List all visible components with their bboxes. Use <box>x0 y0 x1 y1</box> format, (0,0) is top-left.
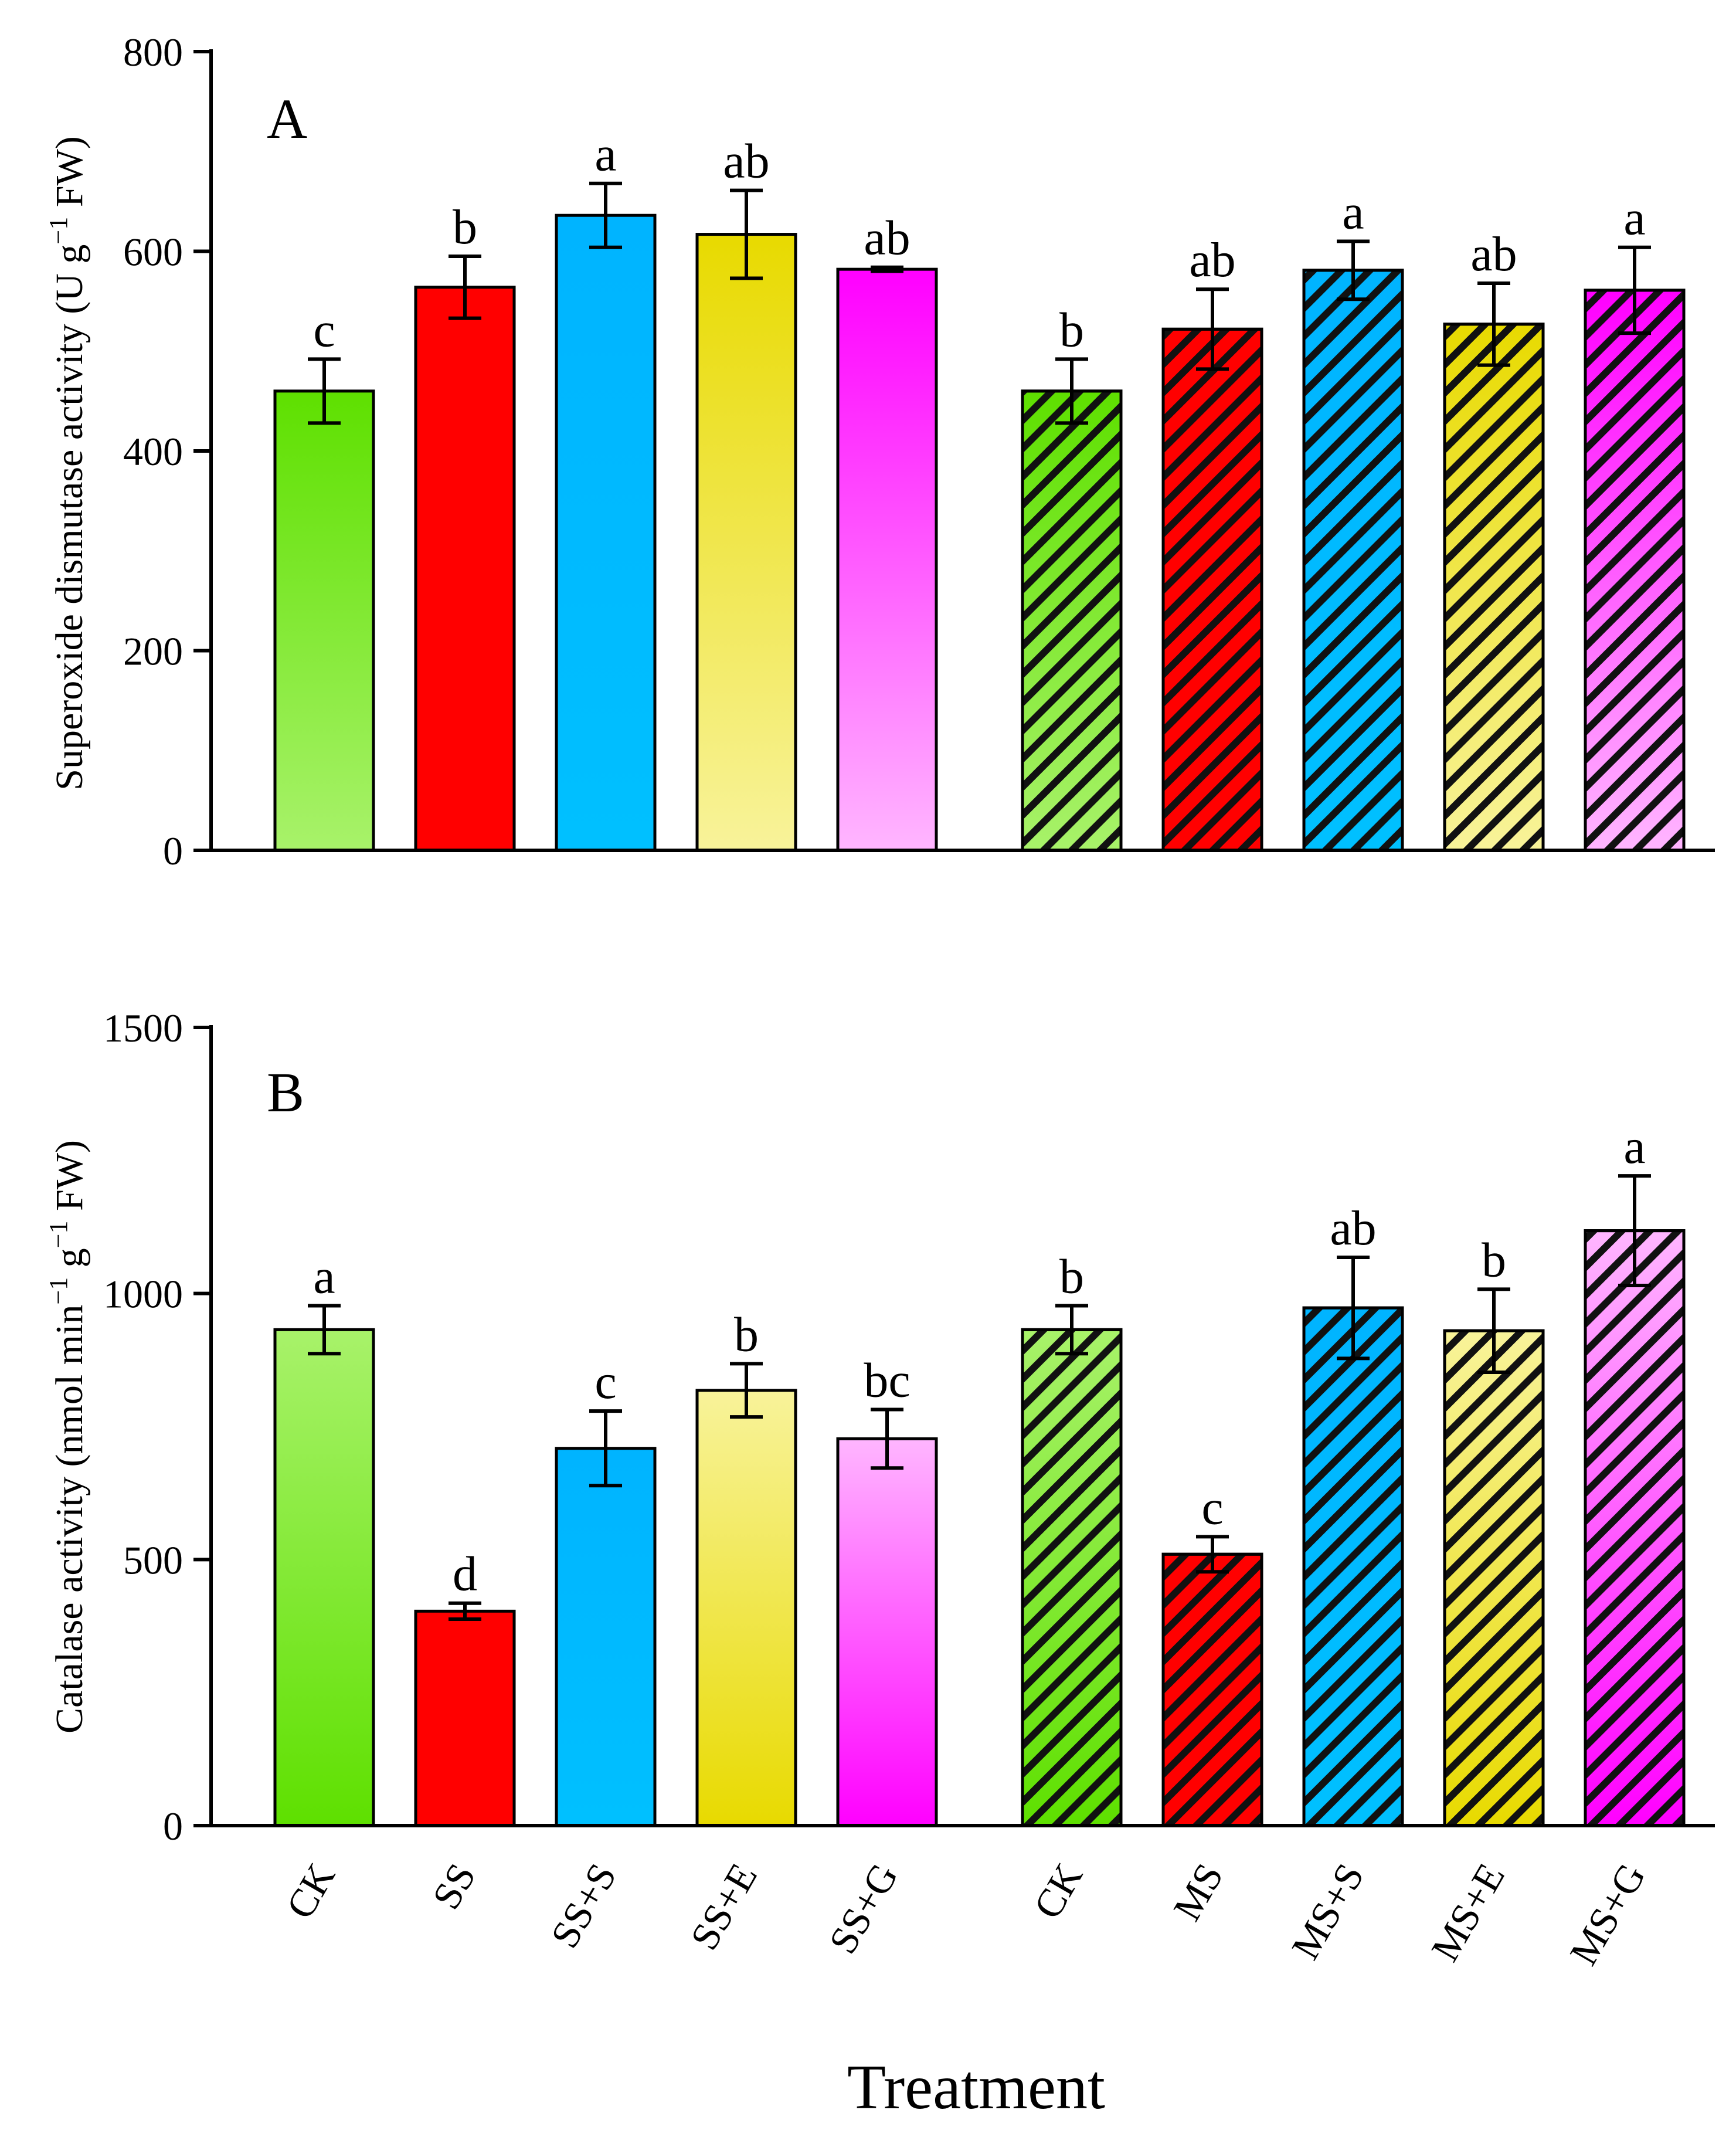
panel-a-significance-2: b <box>453 200 477 255</box>
x-category-labels: CK SS SS+S SS+E SS+G CK MS MS+S MS+E MS+G <box>277 1856 1654 1973</box>
panel-a-letter: A <box>267 87 307 150</box>
panel-a: c b a ab ab b ab a ab a 0 200 400 600 800 <box>123 30 1715 873</box>
panel-a-bar-hatch-8 <box>1302 269 1404 852</box>
panel-b-significance-6: b <box>1059 1250 1084 1304</box>
panel-b-error-bar-3 <box>589 1409 622 1488</box>
panel-a-bar-1 <box>273 389 375 852</box>
panel-b-bar-2 <box>414 1609 516 1827</box>
panel-a-error-bar-4 <box>730 188 763 280</box>
panel-b-significance-10: a <box>1623 1120 1645 1174</box>
panel-b-y-tick-label: 500 <box>123 1538 183 1582</box>
x-category-label-3: SS+S <box>542 1856 625 1955</box>
panel-a-bar-3 <box>555 213 657 852</box>
panel-b-error-bar-1 <box>308 1304 341 1356</box>
panel-a-error-bar-6 <box>1055 357 1088 425</box>
panel-a-error-bar-10 <box>1618 245 1651 335</box>
panel-b-significance-7: c <box>1201 1480 1223 1535</box>
panel-b-bar-hatch-8 <box>1302 1306 1404 1827</box>
panel-a-significance-7: ab <box>1189 233 1235 287</box>
panel-a-significance-8: a <box>1342 185 1364 239</box>
panel-a-bar-4 <box>695 233 797 852</box>
panel-b-y-axis-label: Catalase activity (nmol min−1 g−1 FW) <box>44 1140 91 1734</box>
panel-b-bar-1 <box>273 1328 375 1827</box>
x-category-label-4: SS+E <box>681 1856 766 1958</box>
panel-a-error-bar-1 <box>308 357 341 425</box>
x-category-label-7: MS <box>1164 1856 1232 1928</box>
panel-a-bar-hatch-10 <box>1584 289 1686 852</box>
x-category-label-5: SS+G <box>820 1856 906 1961</box>
panel-b-bar-5 <box>836 1437 938 1827</box>
panel-a-significance-9: ab <box>1470 227 1517 281</box>
panel-a-bar-hatch-6 <box>1021 389 1123 852</box>
panel-b-significance-5: bc <box>864 1353 910 1407</box>
x-category-label-1: CK <box>277 1856 344 1926</box>
x-category-label-10: MS+G <box>1561 1856 1654 1973</box>
x-category-label-6: CK <box>1025 1856 1091 1926</box>
panel-a-significance-5: ab <box>864 211 910 266</box>
panel-a-error-bar-8 <box>1337 239 1370 301</box>
panel-b-y-tick-label: 1500 <box>103 1006 183 1050</box>
panel-b-significance-3: c <box>594 1355 616 1409</box>
panel-b-significance-9: b <box>1482 1233 1506 1287</box>
panel-b-error-bar-6 <box>1055 1304 1088 1356</box>
panel-b-y-tick-label: 1000 <box>103 1272 183 1317</box>
panel-b-significance-2: d <box>453 1547 477 1602</box>
panel-b-error-bar-10 <box>1618 1174 1651 1288</box>
x-category-label-8: MS+S <box>1283 1856 1373 1967</box>
panel-b-bar-hatch-6 <box>1021 1328 1123 1827</box>
panel-b-bar-3 <box>555 1447 657 1827</box>
panel-a-bar-hatch-7 <box>1161 327 1263 852</box>
panel-a-y-tick-label: 0 <box>163 829 183 873</box>
panel-a-error-bar-2 <box>449 255 481 320</box>
panel-a-y-tick-label: 800 <box>123 30 183 74</box>
panel-a-significance-10: a <box>1623 191 1645 246</box>
panel-a-error-bar-3 <box>589 181 622 249</box>
panel-b-error-bar-4 <box>730 1362 763 1419</box>
panel-a-error-bar-7 <box>1196 287 1229 371</box>
x-axis-title: Treatment <box>847 2053 1105 2122</box>
panel-a-significance-1: c <box>313 303 335 357</box>
panel-b-bar-4 <box>695 1389 797 1827</box>
panel-b-bar-hatch-9 <box>1443 1329 1545 1827</box>
panel-b-significance-1: a <box>313 1250 335 1304</box>
panel-b-error-bar-9 <box>1477 1287 1510 1374</box>
panel-b-bar-hatch-7 <box>1161 1552 1263 1827</box>
panel-b-significance-4: b <box>734 1307 759 1362</box>
panel-b-letter: B <box>267 1061 304 1124</box>
panel-a-bar-2 <box>414 286 516 852</box>
panel-b-significance-8: ab <box>1330 1201 1376 1256</box>
panel-b-y-tick-label: 0 <box>163 1804 183 1848</box>
x-category-label-2: SS <box>423 1856 484 1917</box>
panel-a-y-tick-label: 600 <box>123 230 183 274</box>
panel-b-error-bar-8 <box>1337 1255 1370 1361</box>
panel-a-error-bar-5 <box>871 265 903 273</box>
panel-b-error-bar-5 <box>871 1407 903 1470</box>
panel-a-y-tick-label: 200 <box>123 629 183 674</box>
panel-a-significance-6: b <box>1059 303 1084 357</box>
panel-a-bar-5 <box>836 267 938 852</box>
panel-b-bar-hatch-10 <box>1584 1229 1686 1827</box>
panel-a-y-axis-label: Superoxide dismutase activity (U g−1 FW) <box>44 136 91 790</box>
panel-b-error-bar-7 <box>1196 1535 1229 1574</box>
panel-a-significance-4: ab <box>723 134 769 189</box>
panel-b-error-bar-2 <box>449 1601 481 1621</box>
panel-a-error-bar-9 <box>1477 281 1510 367</box>
x-category-label-9: MS+E <box>1422 1856 1513 1969</box>
panel-a-significance-3: a <box>594 127 616 182</box>
panel-a-bar-hatch-9 <box>1443 323 1545 852</box>
panel-a-y-tick-label: 400 <box>123 429 183 474</box>
